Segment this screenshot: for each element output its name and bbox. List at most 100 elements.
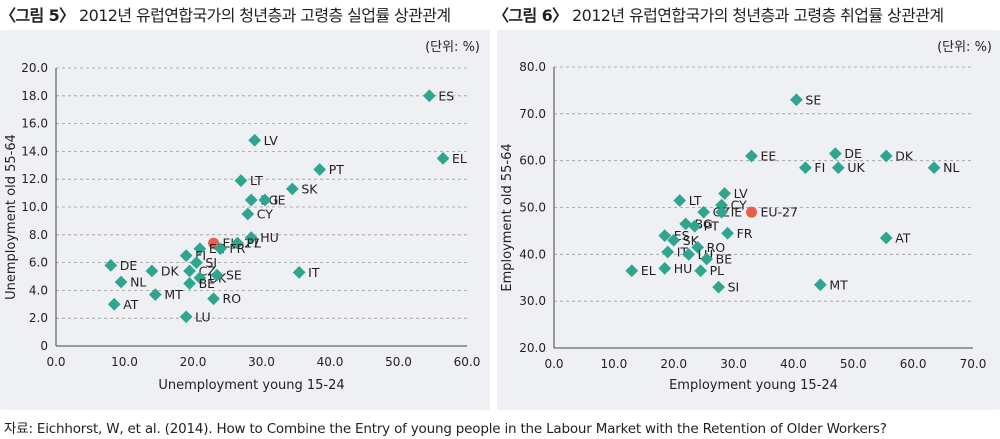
y-tick-label: 2.0 — [29, 311, 48, 325]
figure-title-text: 2012년 유럽연합국가의 청년층과 고령층 취업률 상관관계 — [572, 6, 944, 25]
y-tick-label: 16.0 — [21, 117, 48, 131]
data-point — [679, 217, 693, 231]
data-point-label: PT — [329, 162, 345, 177]
data-point-label: BE — [716, 252, 733, 267]
data-point-label: DK — [895, 148, 914, 163]
x-tick-label: 30.0 — [720, 357, 747, 371]
x-tick-label: 40.0 — [317, 355, 344, 369]
data-point-label: LT — [689, 193, 702, 208]
data-point — [231, 236, 244, 250]
data-point — [234, 174, 248, 187]
y-axis-title: Unemployment old 55-64 — [4, 134, 19, 300]
data-point-label: HU — [260, 230, 279, 245]
data-point-label: RO — [707, 240, 726, 255]
y-tick-label: 70.0 — [519, 107, 546, 121]
data-point-label: IT — [308, 265, 320, 280]
data-point — [285, 182, 299, 196]
figure-title-right: 〈그림 6〉 2012년 유럽연합국가의 청년층과 고령층 취업률 상관관계 — [493, 2, 944, 26]
figure-title-left: 〈그림 5〉 2012년 유럽연합국가의 청년층과 고령층 실업률 상관관계 — [0, 2, 451, 26]
data-point — [688, 219, 702, 233]
data-point-label: FR — [229, 241, 245, 256]
figure-number: 〈그림 5〉 — [0, 6, 75, 25]
x-axis-title: Employment young 15-24 — [669, 378, 838, 393]
y-tick-label: 0 — [40, 339, 48, 353]
data-point — [114, 275, 128, 289]
data-point-label: DK — [161, 263, 180, 278]
chart-panel-unemployment: (단위: %) 0 2.0 4.0 6.0 8.0 10.0 12.0 14.0 16.0 18.… — [0, 30, 490, 410]
x-tick-label: 10.0 — [111, 355, 138, 369]
data-point — [179, 310, 193, 324]
y-tick-label: 14.0 — [21, 144, 48, 158]
y-tick-label: 8.0 — [29, 228, 48, 242]
data-point — [658, 262, 672, 275]
data-point — [107, 297, 121, 311]
data-point — [718, 187, 731, 200]
data-point — [183, 264, 196, 278]
x-tick-label: 60.0 — [454, 355, 481, 369]
data-point — [790, 93, 803, 107]
y-tick-label: 80.0 — [519, 60, 546, 74]
data-point-label: ES — [438, 88, 454, 103]
figure-number: 〈그림 6〉 — [493, 6, 568, 25]
data-point-label: AT — [123, 297, 139, 312]
source-citation: 자료: Eichhorst, W, et al. (2014). How to … — [4, 421, 887, 437]
data-point — [661, 245, 675, 259]
data-point-label: IT — [677, 244, 689, 259]
data-point-label: RO — [223, 291, 242, 306]
data-point — [313, 163, 327, 176]
data-point — [691, 240, 705, 254]
y-axis-title: Employment old 55-64 — [500, 143, 515, 291]
data-point-label: MT — [164, 287, 183, 302]
data-point — [179, 249, 193, 263]
data-point-label: IE — [731, 205, 743, 220]
data-point-label: LV — [734, 186, 749, 201]
x-tick-label: 40.0 — [780, 357, 807, 371]
y-tick-label: 6.0 — [29, 256, 48, 270]
data-point — [104, 259, 118, 272]
data-point-eu27 — [208, 237, 220, 249]
unit-label: (단위: %) — [425, 40, 480, 55]
data-point — [148, 288, 162, 301]
data-point-label: BE — [199, 276, 216, 291]
x-tick-label: 50.0 — [385, 355, 412, 369]
data-point-label: NL — [130, 275, 146, 290]
data-point-label: NL — [943, 160, 959, 175]
data-point — [700, 252, 713, 266]
data-point-label: IE — [274, 193, 286, 208]
data-point-label: LV — [264, 133, 279, 148]
data-point — [694, 264, 708, 278]
data-point-label: PT — [704, 219, 720, 234]
data-point-label: FI — [814, 160, 825, 175]
x-tick-label: 20.0 — [180, 355, 207, 369]
data-point-label: PL — [710, 263, 725, 278]
unemployment-scatter-chart: 0 2.0 4.0 6.0 8.0 10.0 12.0 14.0 16.0 18.0 20.0 0.0… — [4, 61, 481, 393]
data-point-label: EL — [452, 151, 467, 166]
data-point-label: EE — [761, 148, 777, 163]
data-point — [715, 205, 728, 219]
data-point — [193, 242, 207, 256]
data-point — [193, 271, 207, 285]
data-point — [248, 133, 262, 147]
data-point-label: CY — [257, 206, 274, 221]
y-tick-label: 20.0 — [21, 61, 48, 75]
y-tick-label: 12.0 — [21, 172, 48, 186]
x-tick-label: 10.0 — [600, 357, 627, 371]
chart-panel-employment: (단위: %) 20.0 30.0 40.0 50.0 60.0 70.0 80.0 0.0 1… — [497, 30, 1000, 410]
x-tick-label: 20.0 — [660, 357, 687, 371]
data-point — [831, 161, 845, 175]
data-point-label: PL — [247, 236, 262, 251]
data-point-label: FR — [737, 226, 753, 241]
data-point-label: CY — [731, 198, 748, 213]
data-point — [697, 205, 711, 219]
data-point-label: SI — [205, 255, 217, 270]
data-point — [814, 278, 827, 292]
y-tick-label: 60.0 — [519, 154, 546, 168]
data-point — [673, 194, 687, 207]
employment-scatter-chart: 20.0 30.0 40.0 50.0 60.0 70.0 80.0 0.0 10.0 20.0 3… — [500, 60, 986, 393]
figure-title-text: 2012년 유럽연합국가의 청년층과 고령층 실업률 상관관계 — [79, 6, 451, 25]
data-point-label: EL — [641, 263, 656, 278]
data-point — [183, 277, 196, 290]
data-point — [207, 292, 220, 306]
data-point — [436, 151, 450, 165]
data-point — [244, 193, 258, 207]
